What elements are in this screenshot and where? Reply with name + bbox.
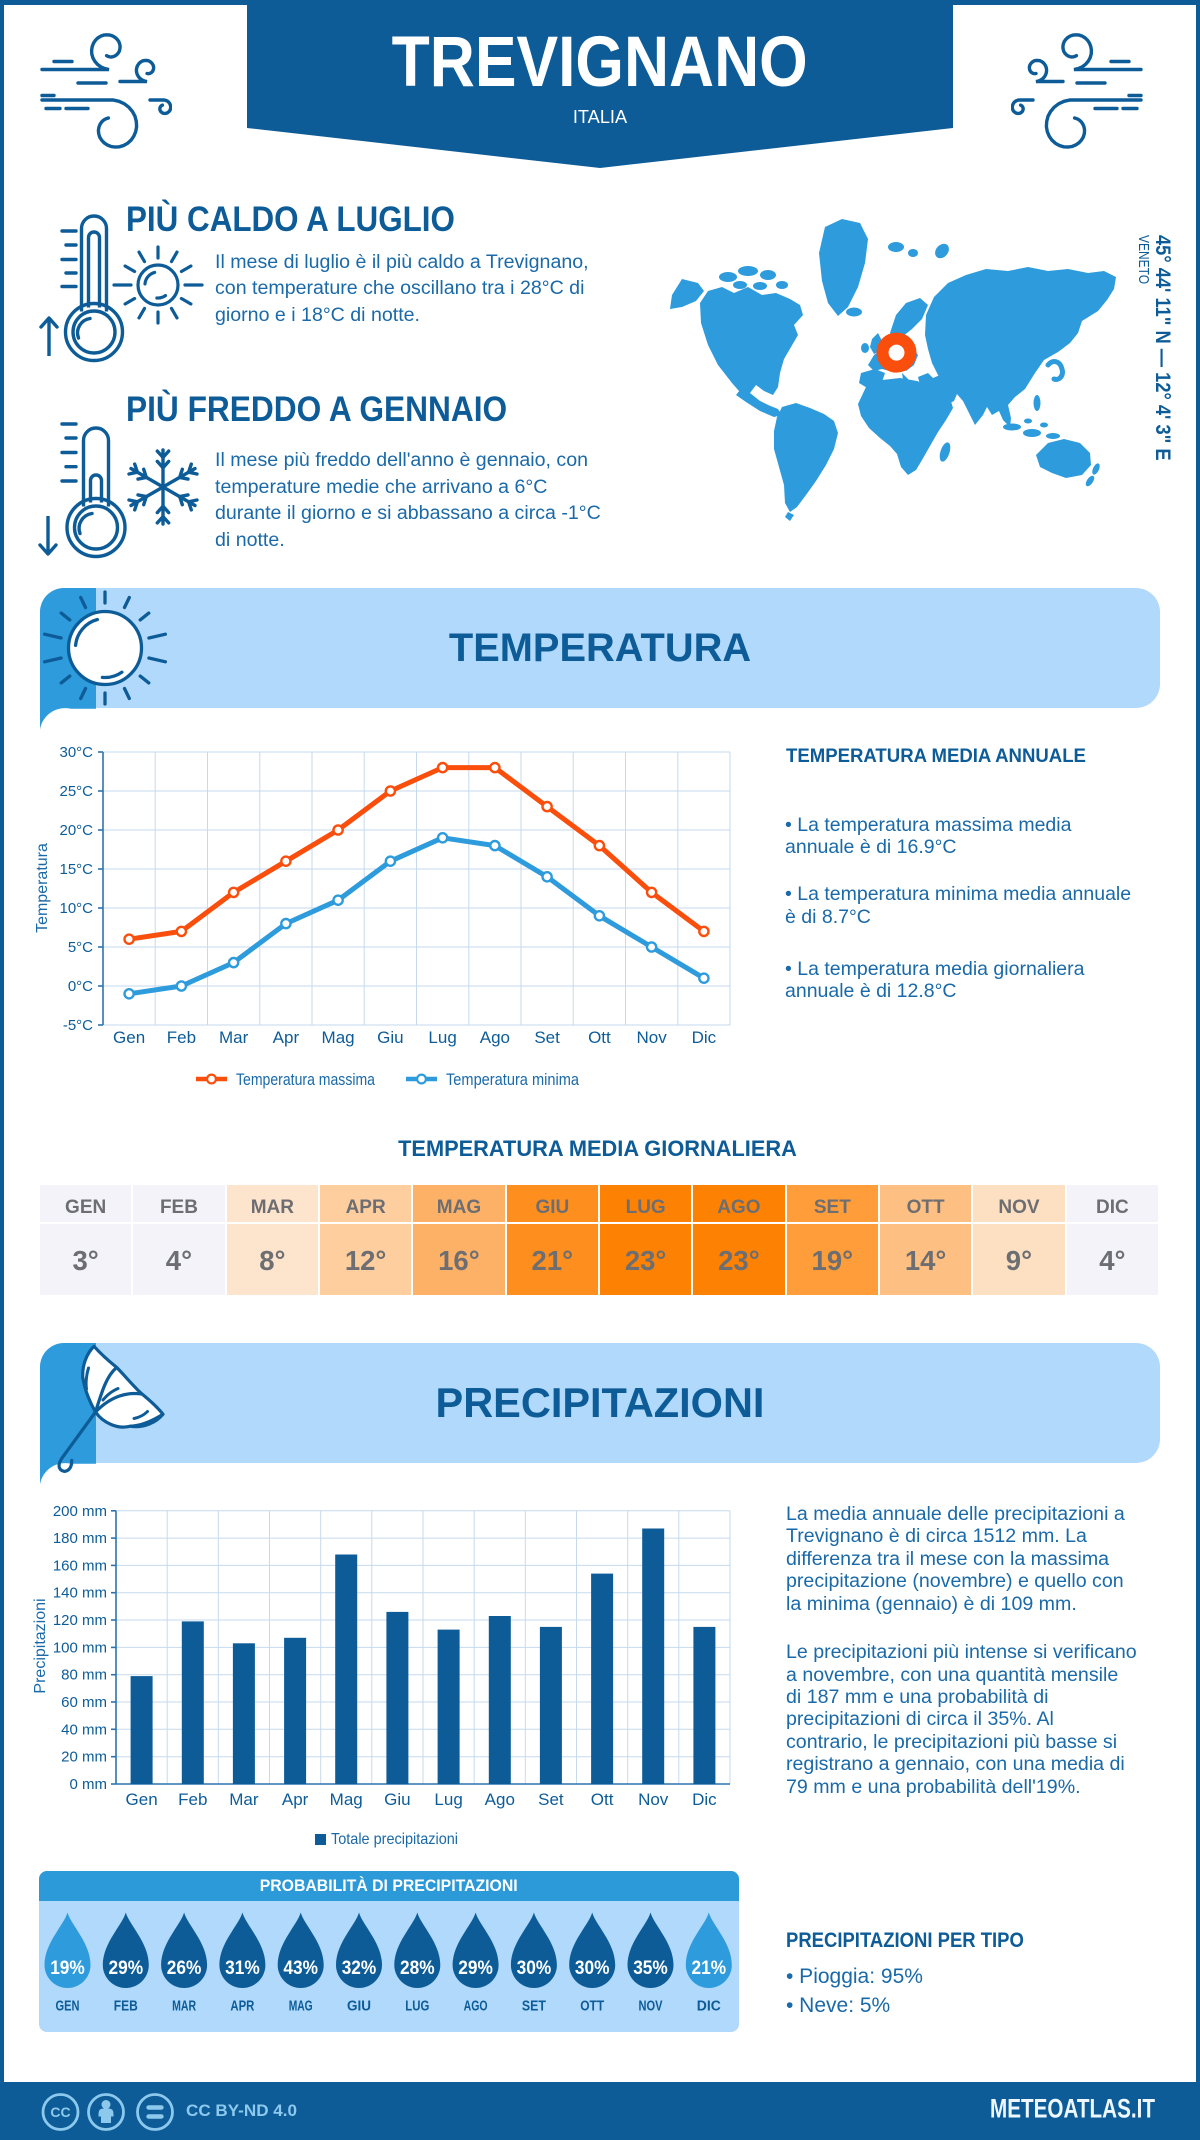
svg-text:SET: SET [522, 1999, 546, 2015]
svg-text:15°C: 15°C [59, 861, 93, 878]
svg-text:FEB: FEB [114, 1999, 138, 2015]
svg-text:Temperatura massima: Temperatura massima [236, 1070, 375, 1089]
svg-text:Nov: Nov [638, 1790, 669, 1809]
svg-text:160 mm: 160 mm [53, 1557, 107, 1574]
svg-text:26%: 26% [167, 1957, 202, 1979]
svg-text:21%: 21% [692, 1957, 727, 1979]
svg-text:Ago: Ago [480, 1028, 510, 1047]
svg-text:30%: 30% [575, 1957, 610, 1979]
svg-text:Dic: Dic [692, 1028, 717, 1047]
svg-text:Temperatura: Temperatura [34, 843, 51, 933]
svg-text:Lug: Lug [428, 1028, 456, 1047]
svg-text:40 mm: 40 mm [61, 1721, 107, 1738]
svg-text:Totale precipitazioni: Totale precipitazioni [331, 1831, 458, 1848]
svg-text:METEOATLAS.IT: METEOATLAS.IT [990, 2094, 1155, 2124]
svg-text:80 mm: 80 mm [61, 1667, 107, 1684]
svg-text:10°C: 10°C [59, 900, 93, 917]
svg-text:Temperatura minima: Temperatura minima [446, 1070, 579, 1089]
svg-text:LUG: LUG [405, 1999, 429, 2015]
svg-text:140 mm: 140 mm [53, 1585, 107, 1602]
svg-text:120 mm: 120 mm [53, 1612, 107, 1629]
svg-text:35%: 35% [633, 1957, 668, 1979]
svg-text:Mag: Mag [322, 1028, 355, 1047]
svg-text:Nov: Nov [636, 1028, 667, 1047]
svg-text:CC: CC [50, 2104, 70, 2120]
svg-text:5°C: 5°C [68, 939, 93, 956]
svg-text:Apr: Apr [282, 1790, 309, 1809]
svg-text:Set: Set [534, 1028, 560, 1047]
svg-text:30%: 30% [517, 1957, 552, 1979]
svg-text:Lug: Lug [434, 1790, 462, 1809]
svg-text:Ago: Ago [485, 1790, 515, 1809]
svg-text:60 mm: 60 mm [61, 1694, 107, 1711]
svg-text:29%: 29% [458, 1957, 493, 1979]
svg-text:Ott: Ott [591, 1790, 614, 1809]
svg-text:20°C: 20°C [59, 822, 93, 839]
svg-text:NOV: NOV [639, 1999, 663, 2015]
svg-text:DIC: DIC [697, 1999, 721, 2015]
svg-text:29%: 29% [109, 1957, 144, 1979]
svg-text:OTT: OTT [580, 1999, 604, 2015]
svg-text:Precipitazioni: Precipitazioni [32, 1598, 49, 1693]
svg-text:APR: APR [230, 1999, 254, 2015]
svg-text:0 mm: 0 mm [70, 1776, 108, 1793]
svg-text:180 mm: 180 mm [53, 1530, 107, 1547]
svg-text:32%: 32% [342, 1957, 377, 1979]
svg-text:Ott: Ott [588, 1028, 611, 1047]
svg-text:43%: 43% [283, 1957, 318, 1979]
svg-text:-5°C: -5°C [63, 1017, 93, 1034]
svg-text:31%: 31% [225, 1957, 260, 1979]
svg-text:Dic: Dic [692, 1790, 717, 1809]
svg-text:25°C: 25°C [59, 783, 93, 800]
svg-text:30°C: 30°C [59, 744, 93, 761]
svg-text:100 mm: 100 mm [53, 1639, 107, 1656]
svg-text:GEN: GEN [56, 1999, 80, 2015]
svg-text:CC BY-ND 4.0: CC BY-ND 4.0 [186, 2102, 297, 2120]
svg-text:Gen: Gen [113, 1028, 145, 1047]
svg-text:GIU: GIU [347, 1999, 371, 2015]
svg-text:MAR: MAR [172, 1999, 196, 2015]
svg-text:Set: Set [538, 1790, 564, 1809]
svg-text:Apr: Apr [273, 1028, 300, 1047]
svg-text:Mar: Mar [229, 1790, 259, 1809]
svg-text:Feb: Feb [167, 1028, 196, 1047]
svg-text:Mag: Mag [330, 1790, 363, 1809]
svg-text:20 mm: 20 mm [61, 1749, 107, 1766]
svg-text:19%: 19% [50, 1957, 85, 1979]
svg-text:200 mm: 200 mm [53, 1503, 107, 1520]
svg-text:MAG: MAG [289, 1999, 313, 2015]
svg-text:Feb: Feb [178, 1790, 207, 1809]
svg-text:28%: 28% [400, 1957, 435, 1979]
svg-text:0°C: 0°C [68, 978, 93, 995]
svg-text:Giu: Giu [377, 1028, 403, 1047]
svg-text:AGO: AGO [464, 1999, 488, 2015]
svg-text:Gen: Gen [126, 1790, 158, 1809]
svg-text:Giu: Giu [384, 1790, 410, 1809]
svg-text:Mar: Mar [219, 1028, 249, 1047]
